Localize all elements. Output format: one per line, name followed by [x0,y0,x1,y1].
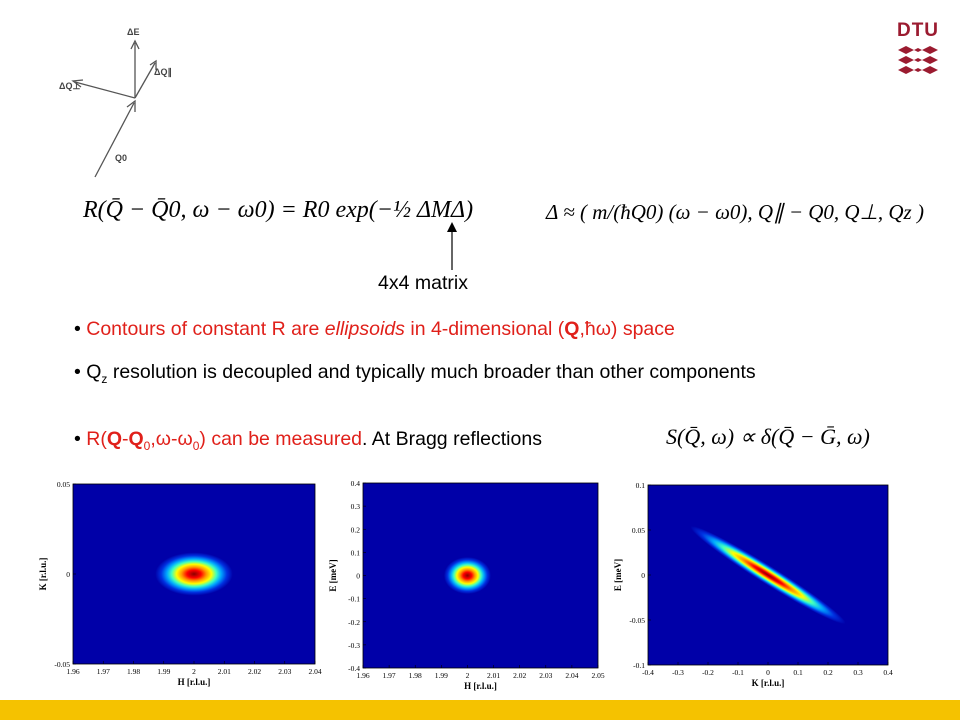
x-tick-label: 2.03 [278,667,291,676]
x-tick-label: 2.05 [591,671,604,680]
x-tick-label: 2 [192,667,196,676]
bullet-ellipsoids: • Contours of constant R are ellipsoids … [74,318,675,341]
y-tick-label: -0.05 [629,616,645,625]
resolution-plot-2: 1.96 1.97 1.98 1.99 2 2.01 2.02 2.03 2.04 2.05 0.4… [328,479,605,691]
x-tick-label: 2 [466,671,470,680]
resolution-plot-1: 1.96 1.97 1.98 1.99 2 2.01 2.02 2.03 2.04 0.05 0 -0… [38,480,322,687]
y-tick-label: 0.1 [351,548,361,557]
y-tick-label: -0.3 [348,641,360,650]
y-tick-label: 0.2 [351,525,361,534]
x-tick-label: 1.96 [66,667,79,676]
y-tick-label: 0 [641,571,645,580]
equation-delta-text: Δ ≈ ( m/(ħQ0) (ω − ω0), Q∥ − Q0, Q⊥, Qz … [546,200,924,224]
y-axis-label: E [meV] [613,559,623,591]
b3-q0: Q [128,428,144,450]
y-tick-label: 0 [356,572,360,581]
b2-sub: z [101,371,108,386]
b3-p1: R( [86,428,107,450]
delta-q-par-axis [134,62,156,99]
x-tick-label: 2.01 [218,667,231,676]
label-delta-e: ΔE [127,27,139,37]
x-tick-label: 0.4 [883,668,893,677]
x-tick-label: 0 [766,668,770,677]
y-tick-label: -0.05 [54,660,70,669]
x-tick-label: 1.97 [383,671,396,680]
delta-equation: Δ ≈ ( m/(ħQ0) (ω − ω0), Q∥ − Q0, Q⊥, Qz … [546,180,936,246]
b3-mid: ,ω-ω [150,428,193,450]
x-tick-label: 1.99 [435,671,448,680]
b1-part1: Contours of constant R are [86,318,325,340]
y-tick-label: 0 [66,570,70,579]
logo-text: DTU [896,20,940,41]
y-tick-label: 0.3 [351,502,361,511]
y-axis-label: K [r.l.u.] [38,558,48,591]
resolution-peak [690,526,846,624]
b3-q: Q [106,428,122,450]
x-tick-label: -0.4 [642,668,654,677]
resolution-peak [443,557,491,594]
x-tick-label: -0.3 [672,668,684,677]
bullet-measured: • R(Q-Q0,ω-ω0) can be measured. At Bragg… [74,428,542,453]
y-tick-label: -0.1 [633,661,645,670]
bullet-dot: • [74,428,87,450]
resolution-equation: R(Q̄ − Q̄0, ω − ω0) = R0 exp(−½ ΔMΔ) [83,180,493,246]
b1-part4: Q [564,318,580,340]
dtu-logo: DTU [896,20,940,80]
matrix-arrow [447,222,457,270]
y-axis-label: E [meV] [328,559,338,591]
bullet-dot: • [74,361,87,383]
x-axis-label: H [r.l.u.] [178,677,211,687]
x-tick-label: -0.1 [732,668,744,677]
x-tick-label: 1.98 [127,667,140,676]
x-tick-label: -0.2 [702,668,714,677]
label-delta-q-par: ΔQ∥ [154,67,172,78]
b1-part2: ellipsoids [324,318,405,340]
x-axis-label: H [r.l.u.] [464,681,497,691]
y-tick-label: 0.4 [351,479,361,488]
b1-part3: in 4-dimensional ( [404,318,565,340]
bullet-dot: • [74,318,87,340]
bullet-qz-resolution: • Qz resolution is decoupled and typical… [74,361,756,386]
b3-close: ) can be measured [199,428,363,450]
x-tick-label: 2.04 [565,671,578,680]
y-tick-label: 0.05 [57,480,70,489]
b2-rest: resolution is decoupled and typically mu… [107,361,756,383]
x-tick-label: 2.03 [539,671,552,680]
b3-rest: . At Bragg reflections [362,428,542,450]
b1-part5: ,ħω) space [579,318,675,340]
matrix-label: 4x4 matrix [378,272,468,294]
q0-vector [94,102,135,178]
scattering-vector-diagram: ΔE ΔQ⊥ ΔQ∥ Q0 [59,27,172,178]
bragg-equation: S(Q̄, ω) ∝ δ(Q̄ − Ḡ, ω) [666,424,870,449]
y-tick-label: -0.2 [348,618,360,627]
x-tick-label: 1.96 [356,671,369,680]
y-tick-label: -0.4 [348,664,360,673]
x-tick-label: 2.04 [308,667,321,676]
resolution-peak [155,552,233,596]
bottom-bar [0,700,960,720]
label-delta-q-perp: ΔQ⊥ [59,81,80,91]
logo-waves-icon [898,46,938,74]
x-tick-label: 2.01 [487,671,500,680]
x-tick-label: 1.99 [157,667,170,676]
x-tick-label: 1.97 [97,667,110,676]
b2-q: Q [86,361,102,383]
x-axis-label: K [r.l.u.] [752,678,785,688]
b3-sub0: 0 [143,438,151,453]
equation-resolution-text: R(Q̄ − Q̄0, ω − ω0) = R0 exp(−½ ΔMΔ) [83,197,474,223]
x-tick-label: 1.98 [409,671,422,680]
x-tick-label: 0.2 [823,668,833,677]
resolution-plot-3: -0.4 -0.3 -0.2 -0.1 0 0.1 0.2 0.3 0.4 0.1 0.05 0 -0.… [613,481,893,688]
b3-dash: - [122,428,129,450]
y-tick-label: 0.1 [636,481,646,490]
x-tick-label: 0.1 [793,668,803,677]
x-tick-label: 2.02 [513,671,526,680]
y-tick-label: -0.1 [348,595,360,604]
x-tick-label: 2.02 [248,667,261,676]
delta-q-perp-axis [74,81,136,99]
y-tick-label: 0.05 [632,526,645,535]
x-tick-label: 0.3 [853,668,863,677]
b3-sub1: 0 [192,438,200,453]
label-q0: Q0 [115,153,127,163]
